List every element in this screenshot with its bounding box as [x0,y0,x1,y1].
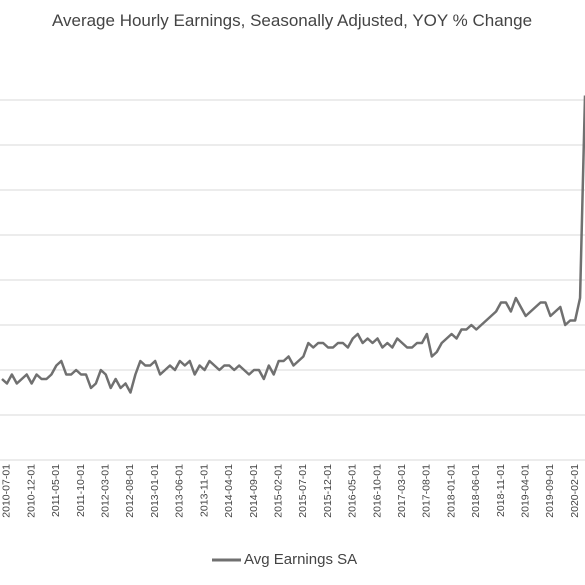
x-tick-label: 2014-09-01 [248,464,260,518]
x-tick-label: 2018-06-01 [470,464,482,518]
x-tick-label: 2015-07-01 [297,464,309,518]
x-tick-label: 2012-03-01 [100,464,112,518]
x-tick-label: 2011-05-01 [50,464,62,517]
chart-title: Average Hourly Earnings, Seasonally Adju… [52,11,532,30]
legend-label: Avg Earnings SA [244,551,357,568]
x-tick-label: 2015-02-01 [272,464,284,518]
x-tick-label: 2013-11-01 [198,464,210,517]
x-tick-label: 2018-11-01 [495,464,507,517]
series-line [1,95,585,394]
x-tick-label: 2017-08-01 [421,464,433,518]
x-tick-label: 2016-10-01 [371,464,383,518]
x-tick-label: 2020-02-01 [569,464,581,518]
x-tick-label: 2018-01-01 [445,464,457,518]
x-tick-label: 2010-07-01 [1,464,13,518]
x-tick-label: 2010-12-01 [25,464,37,518]
x-tick-label: 2019-09-01 [544,464,556,518]
x-tick-label: 2015-12-01 [322,464,334,518]
x-tick-label: 2014-04-01 [223,464,235,518]
x-tick-label: 2012-08-01 [124,464,136,518]
x-tick-label: 2016-05-01 [347,464,359,518]
x-tick-label: 2011-10-01 [75,464,87,517]
x-tick-label: 2017-03-01 [396,464,408,518]
x-tick-label: 2013-06-01 [174,464,186,518]
x-tick-label: 2013-01-01 [149,464,161,518]
x-tick-label: 2019-04-01 [519,464,531,518]
